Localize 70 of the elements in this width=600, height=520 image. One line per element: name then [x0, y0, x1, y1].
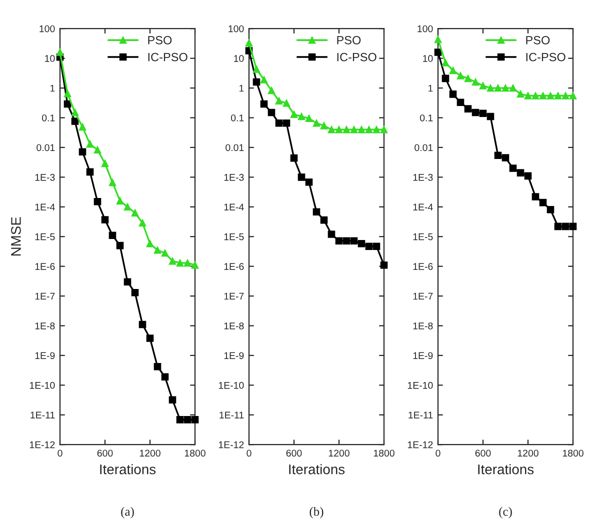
- x-tick-label: 1200: [328, 450, 350, 457]
- y-tick-label: 1E-5: [413, 233, 433, 240]
- y-tick-label: 1E-9: [413, 352, 433, 360]
- y-tick-label: 1E-11: [408, 412, 433, 418]
- y-tick-label: 1: [239, 84, 244, 92]
- x-tick-label: 0: [58, 450, 62, 457]
- y-tick-label: 1: [428, 84, 433, 92]
- y-tick-label: 1E-7: [35, 292, 55, 300]
- y-tick-label: 10: [45, 55, 55, 62]
- text: (c): [499, 507, 512, 518]
- y-tick-label: 1E-7: [224, 292, 244, 300]
- y-tick-label: 1E-8: [413, 322, 433, 330]
- y-tick-label: 1E-5: [224, 233, 244, 240]
- legend-label: IC-PSO: [337, 52, 376, 62]
- x-axis-title: Iterations: [289, 464, 345, 474]
- legend-label: PSO: [526, 36, 550, 44]
- y-tick-label: 0.1: [42, 114, 55, 122]
- y-tick-label: 0.1: [231, 114, 244, 122]
- y-tick-label: 1E-4: [413, 204, 433, 210]
- y-tick-label: 1E-10: [218, 382, 244, 389]
- y-tick-label: 1E-10: [408, 382, 433, 389]
- x-tick-label: 600: [286, 450, 302, 457]
- text: (a): [121, 507, 134, 518]
- y-tick-label: 1E-5: [35, 233, 55, 240]
- y-tick-label: 1E-7: [413, 292, 433, 300]
- x-tick-label: 1800: [184, 450, 206, 457]
- x-tick-label: 1200: [518, 450, 538, 457]
- y-tick-label: 1E-8: [35, 322, 55, 330]
- legend-label: PSO: [148, 36, 172, 44]
- y-tick-label: 1E-10: [30, 382, 55, 389]
- y-tick-label: 1E-9: [224, 352, 244, 360]
- text: (b): [310, 507, 324, 518]
- y-tick-label: 0.01: [226, 144, 244, 152]
- legend-label: IC-PSO: [148, 52, 188, 62]
- y-tick-label: 1E-12: [218, 441, 244, 448]
- y-tick-label: 1E-3: [224, 174, 244, 181]
- y-tick-label: 10: [423, 55, 433, 62]
- y-tick-label: 0.01: [414, 144, 433, 152]
- y-tick-label: 1E-8: [224, 322, 244, 330]
- y-tick-label: 100: [418, 25, 433, 32]
- y-tick-label: 1E-4: [224, 204, 244, 210]
- y-tick-label: 1E-12: [408, 441, 433, 448]
- legend-label: PSO: [337, 36, 361, 44]
- y-tick-label: 1E-3: [413, 174, 433, 181]
- y-axis-title: NMSE: [11, 217, 21, 256]
- x-tick-label: 600: [475, 450, 491, 457]
- x-tick-label: 1800: [374, 450, 394, 457]
- y-tick-label: 100: [40, 25, 55, 32]
- y-tick-label: 1E-6: [35, 263, 55, 270]
- y-tick-label: 1E-11: [30, 412, 55, 418]
- y-tick-label: 1: [50, 84, 55, 92]
- y-tick-label: 1E-4: [35, 204, 55, 210]
- y-tick-label: 1E-6: [413, 263, 433, 270]
- legend-label: IC-PSO: [526, 52, 566, 62]
- x-tick-label: 600: [97, 450, 113, 457]
- x-tick-label: 1200: [140, 450, 160, 457]
- x-axis-title: Iterations: [100, 464, 156, 474]
- y-tick-label: 1E-11: [220, 412, 244, 418]
- y-tick-label: 1E-9: [35, 352, 55, 360]
- y-tick-label: 1E-6: [224, 263, 244, 270]
- x-tick-label: 0: [436, 450, 440, 457]
- y-tick-label: 100: [228, 25, 244, 32]
- x-tick-label: 1800: [562, 450, 584, 457]
- y-tick-label: 0.01: [36, 144, 55, 152]
- y-tick-label: 1E-12: [30, 441, 55, 448]
- y-tick-label: 1E-3: [35, 174, 55, 181]
- y-tick-label: 10: [234, 55, 244, 62]
- x-axis-title: Iterations: [478, 464, 534, 474]
- y-tick-label: 0.1: [420, 114, 433, 122]
- x-tick-label: 0: [246, 450, 252, 457]
